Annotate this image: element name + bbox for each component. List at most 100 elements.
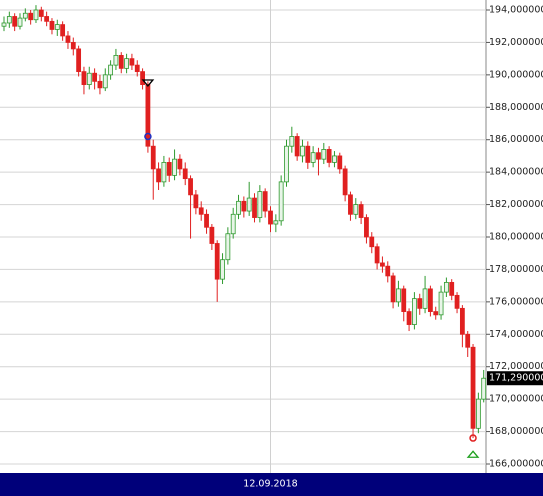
candle-body: [220, 259, 225, 280]
candle-body: [60, 24, 66, 37]
candle-body: [465, 333, 471, 348]
candle-body: [166, 162, 172, 176]
candle-body: [12, 16, 18, 27]
candle-body: [182, 168, 188, 180]
candle-body: [49, 20, 55, 30]
candle-body: [92, 72, 98, 82]
candle-body: [332, 155, 337, 163]
candle-body: [209, 226, 215, 244]
y-tick-label: 172,000000: [489, 361, 543, 372]
candle-body: [427, 288, 433, 312]
candle-body: [300, 145, 305, 157]
candle-body: [454, 294, 460, 309]
candle-body: [257, 191, 263, 218]
candle-body: [172, 158, 177, 176]
y-tick-label: 170,000000: [489, 394, 543, 405]
candle-body: [475, 398, 481, 429]
y-tick-label: 186,000000: [489, 134, 543, 145]
candle-body: [38, 9, 44, 17]
signal-marker: [466, 450, 480, 458]
candle-body: [22, 12, 28, 19]
candle-body: [161, 162, 167, 183]
candle-body: [412, 298, 417, 325]
candle-body: [337, 155, 343, 170]
candle-body: [177, 158, 183, 170]
candle-body: [358, 204, 364, 218]
candle-body: [140, 71, 145, 85]
candle-body: [6, 16, 12, 24]
y-tick-label: 192,000000: [489, 37, 543, 48]
y-tick-label: 184,000000: [489, 167, 543, 178]
y-tick-label: 168,000000: [489, 426, 543, 437]
time-axis-band: [0, 473, 543, 496]
candle-body: [33, 9, 39, 21]
candle-body: [353, 204, 359, 215]
last-price-box: [487, 371, 543, 386]
candle-body: [278, 181, 284, 222]
candle-body: [108, 64, 113, 76]
candle-body: [225, 233, 231, 261]
candle-body: [401, 288, 407, 312]
y-tick-label: 166,000000: [489, 459, 543, 470]
y-tick-label: 178,000000: [489, 264, 543, 275]
candle-body: [294, 136, 300, 157]
candle-body: [284, 145, 289, 183]
y-tick-label: 176,000000: [489, 296, 543, 307]
candle-body: [348, 194, 353, 215]
candle-body: [76, 48, 82, 73]
candle-body: [305, 145, 311, 163]
y-tick-label: 174,000000: [489, 329, 543, 340]
y-tick-label: 180,000000: [489, 232, 543, 243]
candle-body: [326, 149, 332, 163]
candle-body: [374, 246, 380, 264]
candle-body: [134, 64, 140, 73]
y-tick-label: 188,000000: [489, 102, 543, 113]
candle-body: [433, 311, 439, 316]
candle-body: [342, 168, 348, 196]
candle-body: [443, 281, 449, 293]
candle-body: [449, 281, 455, 296]
candle-body: [54, 24, 60, 30]
candle-body: [417, 298, 423, 309]
candle-body: [289, 136, 295, 147]
candle-body: [321, 149, 327, 160]
candle-body: [481, 377, 487, 400]
candle-body: [129, 58, 135, 66]
candle-body: [459, 307, 465, 335]
x-tick-label: 12.09.2018: [243, 479, 297, 490]
y-tick-label: 182,000000: [489, 199, 543, 210]
candle-body: [44, 16, 50, 22]
candle-body: [28, 12, 34, 21]
candle-body: [369, 236, 375, 248]
candle-body: [236, 200, 241, 215]
candle-body: [470, 346, 476, 429]
candle-body: [396, 288, 401, 303]
candle-body: [70, 42, 76, 50]
candle-body: [230, 213, 236, 235]
candle-body: [145, 84, 151, 147]
candle-body: [188, 178, 193, 196]
candle-body: [124, 58, 129, 69]
candle-body: [204, 213, 209, 228]
candle-body: [252, 197, 257, 218]
signal-marker: [469, 434, 477, 442]
last-price-label: 171,290000: [489, 373, 543, 384]
candle-body: [102, 74, 108, 89]
candle-body: [193, 194, 199, 209]
candle-body: [97, 80, 103, 89]
candle-body: [268, 210, 273, 225]
candle-body: [262, 191, 268, 212]
candle-body: [65, 35, 71, 43]
candle-body: [118, 55, 124, 69]
candle-body: [390, 275, 396, 303]
candle-body: [422, 288, 428, 309]
candle-body: [17, 17, 23, 27]
candle-body: [113, 55, 119, 66]
candle-body: [310, 152, 316, 163]
candle-body: [364, 217, 369, 238]
candle-body: [316, 152, 321, 160]
candle-body: [406, 311, 412, 325]
candle-body: [246, 197, 252, 212]
candle-body: [241, 200, 247, 212]
signal-marker: [141, 79, 155, 87]
